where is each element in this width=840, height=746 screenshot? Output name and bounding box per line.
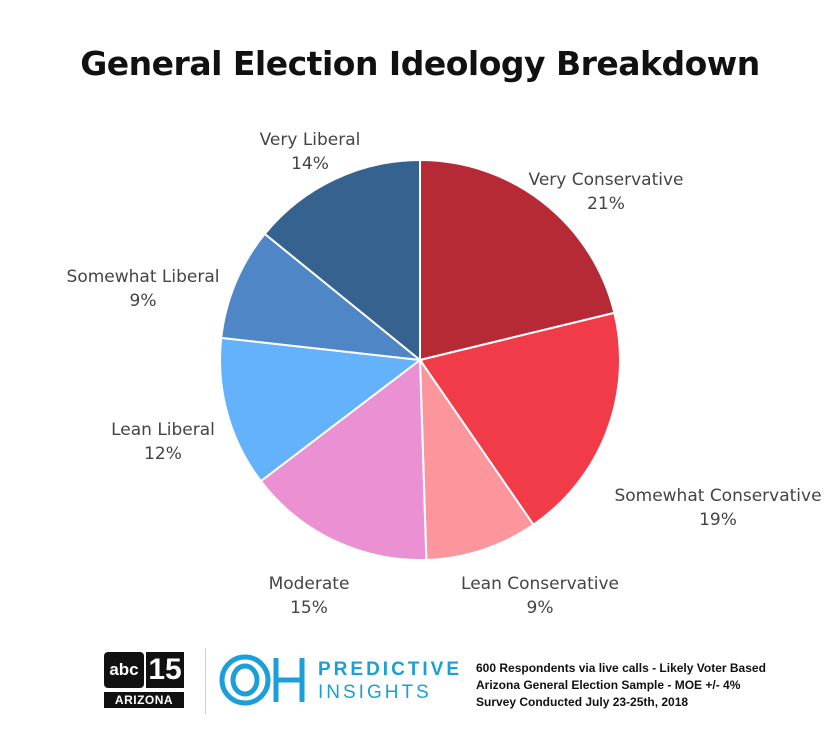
wordmark-line-2: INSIGHTS — [318, 682, 432, 703]
pie-slice-moderate — [259, 358, 428, 561]
slice-label: Somewhat Conservative 19% — [614, 484, 821, 532]
pie-slice-somewhat-conservative — [418, 311, 621, 527]
survey-note-line: Survey Conducted July 23-25th, 2018 — [476, 695, 689, 709]
slice-value-label: 9% — [129, 291, 157, 311]
slice-label: Lean Liberal 12% — [111, 418, 215, 466]
pie-slice-very-conservative — [419, 158, 616, 362]
footer-divider — [205, 648, 206, 714]
abc-badge: abc — [104, 652, 144, 688]
slice-value-label: 14% — [291, 154, 329, 174]
slice-label: Somewhat Liberal 9% — [67, 265, 220, 313]
slice-value-label: 9% — [526, 598, 554, 618]
slice-value-label: 21% — [587, 194, 625, 214]
abc15-arizona-logo: abc 15 ARIZONA — [104, 652, 184, 708]
predictive-insights-wordmark: PREDICTIVE INSIGHTS — [318, 658, 462, 704]
slice-category-label: Moderate — [268, 574, 350, 594]
slice-label: Lean Conservative 9% — [461, 572, 619, 620]
slice-label: Moderate 15% — [269, 572, 350, 620]
slice-category-label: Somewhat Liberal — [66, 267, 220, 287]
chart-title: General Election Ideology Breakdown — [80, 44, 760, 83]
slice-category-label: Very Liberal — [259, 130, 361, 150]
abc-channel-number: 15 — [146, 652, 184, 688]
slice-value-label: 15% — [290, 598, 328, 618]
abc-state-label: ARIZONA — [104, 692, 184, 708]
pie-slice-somewhat-liberal — [220, 232, 424, 362]
slice-value-label: 19% — [699, 510, 737, 530]
pie-slice-lean-conservative — [418, 356, 535, 561]
slice-category-label: Lean Liberal — [111, 420, 215, 440]
pie-slice-very-liberal — [263, 158, 421, 363]
survey-methodology-note: 600 Respondents via live calls - Likely … — [476, 660, 766, 711]
survey-note-line: 600 Respondents via live calls - Likely … — [476, 661, 766, 675]
oh-predictive-insights-logo — [219, 654, 305, 706]
slice-label: Very Conservative 21% — [529, 168, 684, 216]
wordmark-line-1: PREDICTIVE — [318, 659, 463, 680]
slice-category-label: Very Conservative — [528, 170, 684, 190]
slice-category-label: Lean Conservative — [461, 574, 619, 594]
slice-category-label: Somewhat Conservative — [614, 486, 822, 506]
pie-slice-lean-liberal — [219, 336, 423, 483]
slice-value-label: 12% — [144, 444, 182, 464]
survey-note-line: Arizona General Election Sample - MOE +/… — [476, 678, 741, 692]
slice-label: Very Liberal 14% — [260, 128, 361, 176]
